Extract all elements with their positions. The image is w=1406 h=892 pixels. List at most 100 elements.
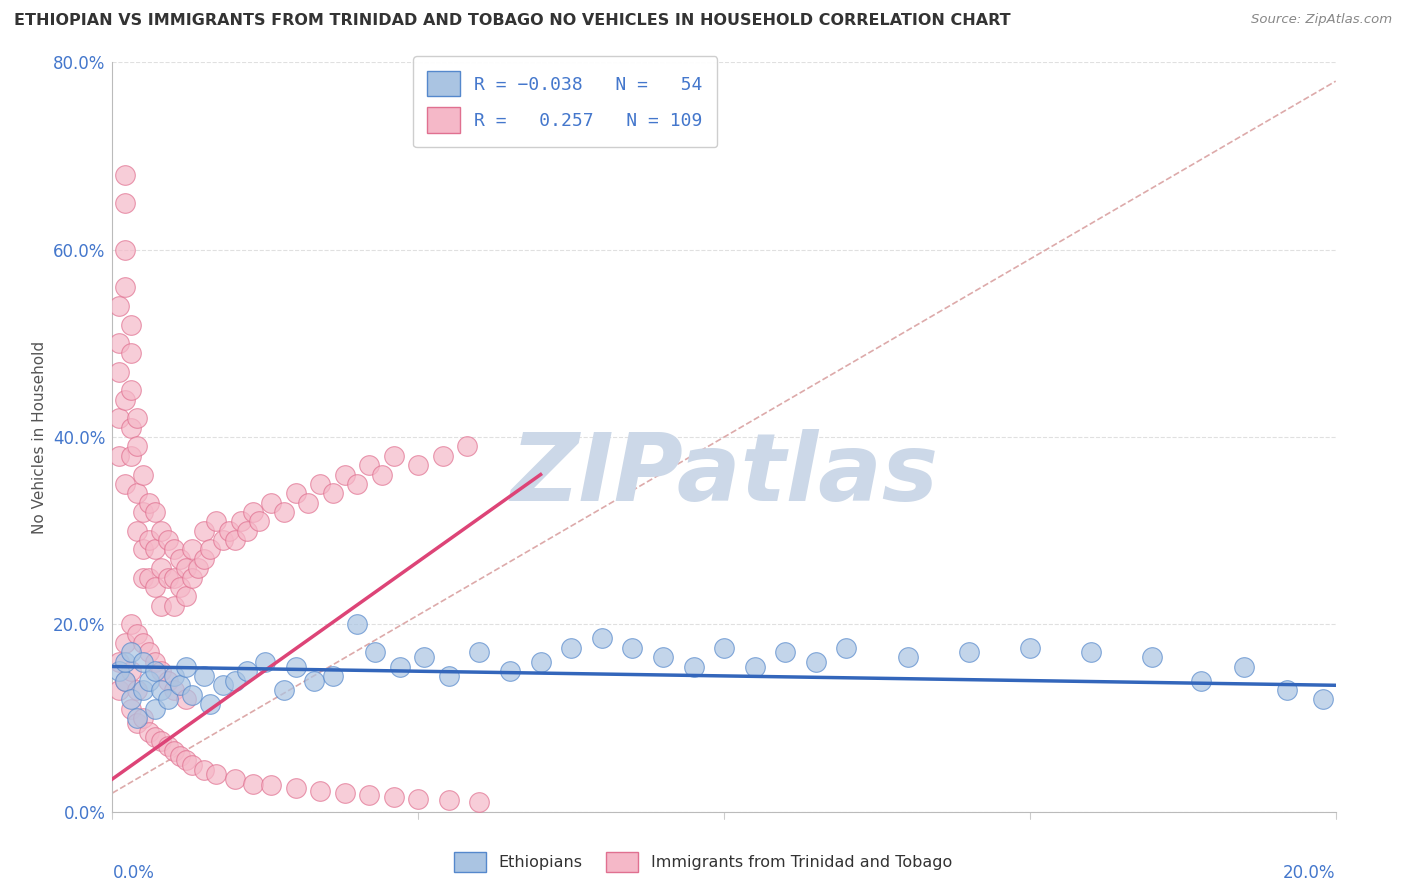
Point	[138, 725, 160, 739]
Point	[125, 626, 148, 640]
Point	[382, 789, 405, 804]
Point	[193, 551, 215, 566]
Point	[143, 542, 166, 557]
Point	[322, 486, 344, 500]
Point	[143, 505, 166, 519]
Point	[273, 683, 295, 698]
Point	[309, 476, 332, 491]
Point	[120, 664, 142, 679]
Point	[1275, 683, 1298, 698]
Legend: R = −0.038   N =   54, R =   0.257   N = 109: R = −0.038 N = 54, R = 0.257 N = 109	[413, 56, 717, 147]
Point	[125, 411, 148, 425]
Point	[359, 788, 381, 802]
Point	[125, 683, 148, 698]
Point	[284, 781, 308, 796]
Point	[322, 669, 344, 683]
Point	[260, 779, 283, 793]
Point	[224, 772, 246, 786]
Point	[437, 793, 460, 807]
Point	[181, 542, 204, 557]
Point	[174, 561, 197, 575]
Point	[193, 669, 215, 683]
Point	[437, 669, 460, 683]
Point	[229, 514, 252, 528]
Point	[284, 486, 308, 500]
Point	[138, 533, 160, 547]
Point	[107, 336, 129, 351]
Point	[530, 655, 553, 669]
Point	[120, 318, 142, 332]
Point	[744, 659, 766, 673]
Point	[138, 496, 160, 510]
Point	[218, 524, 240, 538]
Point	[114, 673, 136, 688]
Point	[114, 243, 136, 257]
Point	[150, 524, 173, 538]
Point	[150, 683, 173, 698]
Point	[359, 458, 381, 473]
Point	[125, 711, 148, 725]
Point	[211, 533, 233, 547]
Point	[163, 542, 186, 557]
Point	[408, 458, 430, 473]
Point	[125, 715, 148, 730]
Point	[107, 299, 129, 313]
Point	[156, 571, 179, 585]
Point	[193, 524, 215, 538]
Point	[468, 796, 491, 810]
Point	[364, 646, 387, 660]
Point	[132, 636, 155, 650]
Point	[163, 571, 186, 585]
Point	[591, 632, 613, 646]
Text: ETHIOPIAN VS IMMIGRANTS FROM TRINIDAD AND TOBAGO NO VEHICLES IN HOUSEHOLD CORREL: ETHIOPIAN VS IMMIGRANTS FROM TRINIDAD AN…	[14, 13, 1011, 29]
Point	[284, 659, 308, 673]
Point	[1312, 692, 1334, 706]
Point	[456, 440, 478, 453]
Point	[224, 533, 246, 547]
Point	[236, 664, 259, 679]
Point	[132, 571, 155, 585]
Point	[560, 640, 582, 655]
Point	[150, 561, 173, 575]
Point	[408, 791, 430, 805]
Point	[150, 664, 173, 679]
Text: 20.0%: 20.0%	[1284, 864, 1336, 882]
Point	[370, 467, 392, 482]
Point	[107, 365, 129, 379]
Point	[174, 753, 197, 767]
Point	[1233, 659, 1256, 673]
Point	[169, 580, 191, 594]
Point	[132, 467, 155, 482]
Point	[114, 673, 136, 688]
Point	[1142, 650, 1164, 665]
Point	[132, 711, 155, 725]
Point	[132, 542, 155, 557]
Point	[120, 646, 142, 660]
Point	[652, 650, 675, 665]
Point	[132, 505, 155, 519]
Point	[114, 195, 136, 210]
Point	[150, 734, 173, 748]
Point	[120, 384, 142, 398]
Point	[138, 646, 160, 660]
Point	[120, 421, 142, 435]
Point	[150, 599, 173, 613]
Point	[156, 673, 179, 688]
Point	[388, 659, 411, 673]
Legend: Ethiopians, Immigrants from Trinidad and Tobago: Ethiopians, Immigrants from Trinidad and…	[446, 844, 960, 880]
Point	[138, 571, 160, 585]
Point	[163, 599, 186, 613]
Point	[114, 168, 136, 182]
Point	[304, 673, 326, 688]
Point	[120, 449, 142, 463]
Point	[333, 467, 356, 482]
Point	[114, 280, 136, 294]
Point	[120, 692, 142, 706]
Point	[143, 580, 166, 594]
Point	[114, 636, 136, 650]
Point	[236, 524, 259, 538]
Point	[273, 505, 295, 519]
Point	[1080, 646, 1102, 660]
Point	[247, 514, 270, 528]
Point	[1018, 640, 1040, 655]
